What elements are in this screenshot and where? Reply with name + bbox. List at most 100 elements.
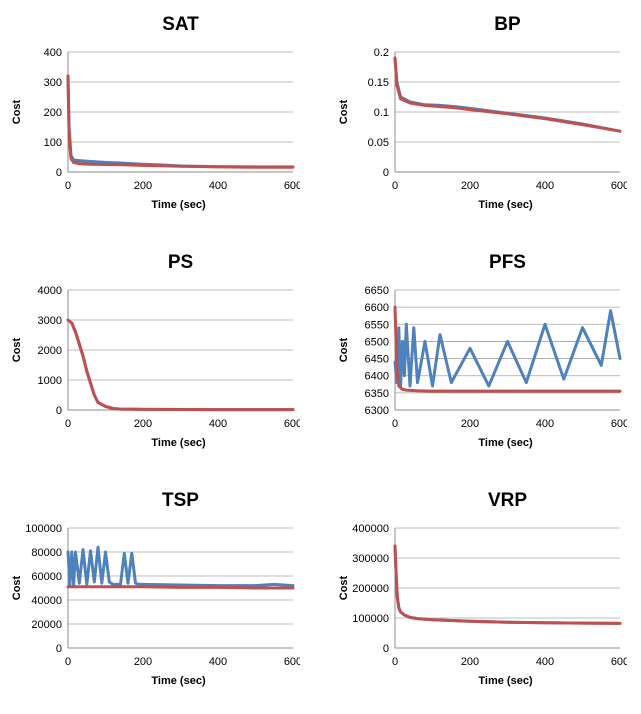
x-tick-label: 200 [461,656,479,668]
x-tick-label: 600 [284,656,300,668]
y-tick-label: 0.05 [368,137,389,149]
chart-title: PFS [489,252,526,273]
chart-title: TSP [162,490,199,511]
x-tick-label: 200 [134,180,152,192]
y-tick-label: 3000 [38,315,62,327]
chart-panel-pfs: PFS 6300 6350 6400 6450 6500 6550 6600 6650 0 200 4… [327,238,641,476]
x-tick-label: 200 [134,656,152,668]
y-tick-label: 200000 [352,583,389,595]
series-line-1 [66,585,295,590]
series-line-0 [66,545,295,588]
chart-svg: BP 0 0.05 0.1 0.15 0.2 0 200 400 600 Time (sec) Cos… [338,14,627,211]
y-tick-label: 6350 [365,388,389,400]
x-tick-label: 600 [284,418,300,430]
x-axis-label: Time (sec) [151,675,206,687]
x-axis-label: Time (sec) [478,437,533,449]
x-tick-label: 0 [392,180,398,192]
chart-panel-vrp: VRP 0 100000 200000 300000 400000 0 200 400 600 Ti… [327,476,641,714]
series-line-0 [393,309,622,388]
chart-panel-bp: BP 0 0.05 0.1 0.15 0.2 0 200 400 600 Time (sec) Cos… [327,0,641,238]
series-line-1 [393,305,622,393]
y-tick-label: 400000 [352,523,389,535]
y-tick-label: 20000 [31,619,62,631]
y-axis-label: Cost [338,99,350,124]
series-line-0 [393,56,622,133]
series-line-0 [66,318,295,412]
chart-svg: TSP 0 20000 40000 60000 80000 100000 0 200 400 600… [11,490,300,687]
chart-panel-sat: SAT 0 100 200 300 400 0 200 400 600 Time (sec) Cost [0,0,320,238]
x-tick-label: 400 [536,656,554,668]
x-tick-label: 0 [392,656,398,668]
chart-title: BP [494,14,521,35]
y-tick-label: 0 [56,167,62,179]
chart-panel-ps: PS 0 1000 2000 3000 4000 0 200 400 600 Time (sec) C… [0,238,320,476]
chart-svg: PFS 6300 6350 6400 6450 6500 6550 6600 6650 0 200 4… [338,252,627,449]
y-tick-label: 0 [383,167,389,179]
y-tick-label: 6450 [365,354,389,366]
y-axis-label: Cost [338,575,350,600]
x-tick-label: 400 [209,180,227,192]
chart-title: SAT [162,14,199,35]
y-tick-label: 6650 [365,285,389,297]
y-tick-label: 6400 [365,371,389,383]
chart-title: VRP [488,490,527,511]
x-tick-label: 0 [392,418,398,430]
x-tick-label: 200 [134,418,152,430]
x-tick-label: 600 [611,656,627,668]
y-tick-label: 0 [383,643,389,655]
x-axis-label: Time (sec) [151,199,206,211]
y-tick-label: 40000 [31,595,62,607]
y-tick-label: 6500 [365,336,389,348]
y-tick-label: 2000 [38,345,62,357]
y-tick-label: 6550 [365,319,389,331]
chart-title: PS [168,252,193,273]
y-tick-label: 100000 [25,523,62,535]
x-tick-label: 600 [284,180,300,192]
chart-svg: SAT 0 100 200 300 400 0 200 400 600 Time (sec) Cost [11,14,300,211]
x-tick-label: 400 [536,418,554,430]
y-tick-label: 300 [44,77,62,89]
series-line-1 [66,318,295,412]
x-tick-label: 400 [209,418,227,430]
series-line-1 [66,74,295,169]
y-tick-label: 100 [44,137,62,149]
y-tick-label: 300000 [352,553,389,565]
x-tick-label: 600 [611,180,627,192]
x-axis-label: Time (sec) [151,437,206,449]
series-line-1 [393,544,622,625]
chart-svg: VRP 0 100000 200000 300000 400000 0 200 400 600 Ti… [338,490,627,687]
chart-svg: PS 0 1000 2000 3000 4000 0 200 400 600 Time (sec) C… [11,252,300,449]
series-line-0 [66,74,295,169]
x-tick-label: 200 [461,418,479,430]
x-tick-label: 0 [65,418,71,430]
y-axis-label: Cost [338,337,350,362]
y-tick-label: 0.15 [368,77,389,89]
x-axis-label: Time (sec) [478,199,533,211]
y-axis-label: Cost [11,337,23,362]
y-tick-label: 60000 [31,571,62,583]
x-tick-label: 400 [536,180,554,192]
x-tick-label: 0 [65,656,71,668]
x-tick-label: 400 [209,656,227,668]
y-tick-label: 80000 [31,547,62,559]
y-tick-label: 4000 [38,285,62,297]
x-tick-label: 200 [461,180,479,192]
series-line-1 [393,56,622,133]
y-tick-label: 0.2 [374,47,389,59]
y-axis-label: Cost [11,575,23,600]
y-tick-label: 400 [44,47,62,59]
chart-panel-tsp: TSP 0 20000 40000 60000 80000 100000 0 200 400 600… [0,476,320,714]
y-tick-label: 100000 [352,613,389,625]
y-tick-label: 6600 [365,302,389,314]
x-tick-label: 600 [611,418,627,430]
x-tick-label: 0 [65,180,71,192]
y-axis-label: Cost [11,99,23,124]
y-tick-label: 0 [56,643,62,655]
y-tick-label: 6300 [365,405,389,417]
x-axis-label: Time (sec) [478,675,533,687]
y-tick-label: 1000 [38,375,62,387]
y-tick-label: 0 [56,405,62,417]
y-tick-label: 0.1 [374,107,389,119]
y-tick-label: 200 [44,107,62,119]
